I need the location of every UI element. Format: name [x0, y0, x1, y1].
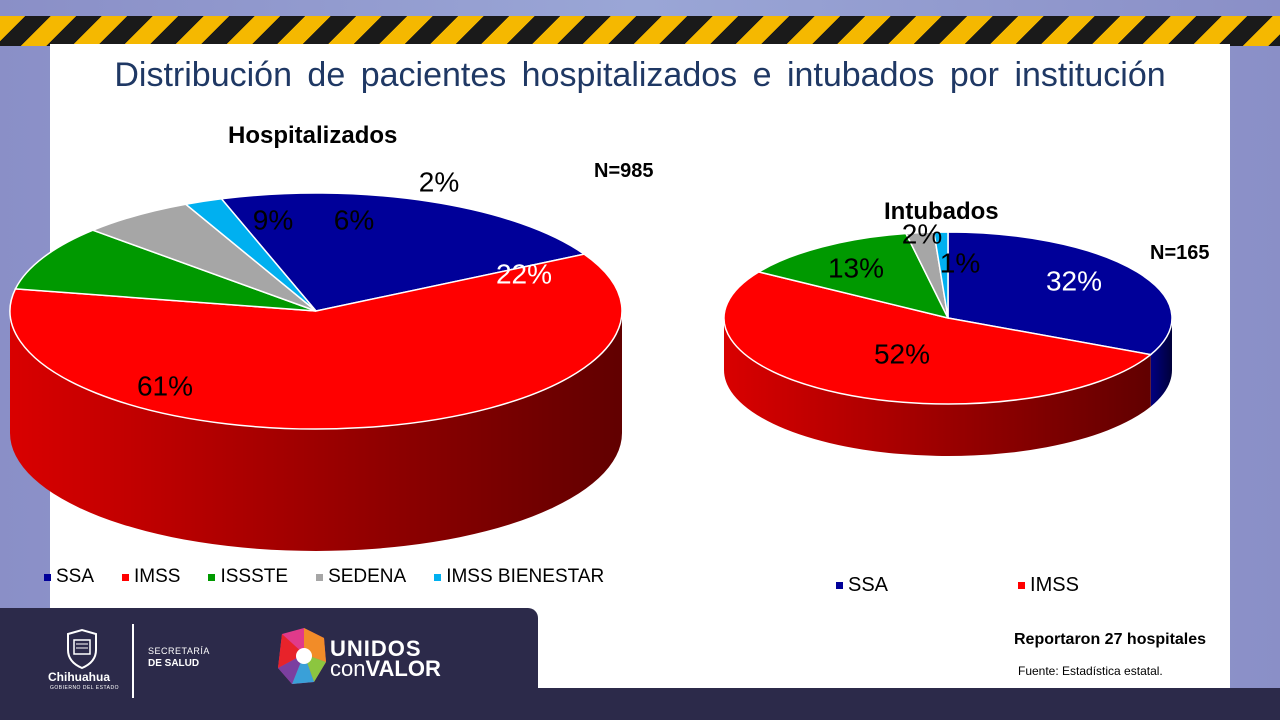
brand-unidos: UNIDOS	[330, 636, 422, 661]
legend-item-imss: IMSS	[1018, 574, 1079, 597]
pie-slice-imss-bienestar	[933, 231, 949, 319]
pie-slice-ssa	[947, 231, 1173, 356]
legend-label: IMSS	[134, 566, 181, 587]
legend-hospitalizados: SSA IMSS ISSSTE SEDENA IMSS BIENESTAR	[44, 566, 604, 588]
pie-side-imss	[724, 318, 1151, 456]
legend-item-imss-bienestar: IMSS BIENESTAR	[434, 566, 604, 588]
legend-swatch	[434, 573, 442, 581]
state-name: Chihuahua	[48, 670, 110, 684]
legend-label: SSA	[56, 566, 95, 587]
chart-title-intubados: Intubados	[884, 198, 999, 225]
chart-title-hospitalizados: Hospitalizados	[228, 122, 398, 149]
data-label-ssa: 32%	[1046, 265, 1102, 296]
legend-swatch	[836, 582, 843, 589]
legend-item-issste: ISSSTE	[208, 566, 288, 588]
legend-item-ssa: SSA	[836, 574, 888, 597]
pie-slice-imss	[723, 271, 1153, 405]
legend-intubados: SSA IMSS	[836, 574, 1079, 597]
state-shield-icon	[67, 628, 97, 670]
slide-title: Distribución de pacientes hospitalizados…	[114, 56, 1166, 94]
data-label-sedena: 2%	[902, 218, 942, 249]
state-subtitle: GOBIERNO DEL ESTADO	[50, 685, 119, 691]
unidos-map-logo-icon	[278, 628, 326, 684]
legend-label: SSA	[848, 574, 889, 596]
pie-side-imss	[10, 311, 622, 551]
brand-con-valor: conVALOR	[330, 656, 441, 682]
pie-slice-issste	[756, 232, 950, 320]
pie-slice-imss-bienestar	[183, 197, 317, 312]
data-label-imss-bienestar: 2%	[419, 166, 459, 197]
logo-divider	[132, 624, 134, 698]
legend-swatch	[44, 573, 51, 581]
pie-slice-imss	[9, 253, 623, 430]
secretaria-line1: SECRETARÍA	[148, 646, 210, 656]
hazard-stripe-bar	[0, 16, 1280, 46]
data-label-issste: 9%	[253, 204, 293, 235]
legend-item-ssa: SSA	[44, 566, 94, 588]
brand-con: con	[330, 656, 366, 681]
n-label-intubados: N=165	[1150, 242, 1210, 264]
legend-label: SEDENA	[328, 566, 407, 587]
data-label-imss: 61%	[137, 370, 193, 401]
legend-swatch	[316, 573, 324, 581]
n-label-hospitalizados: N=985	[594, 160, 654, 182]
data-label-imss: 52%	[874, 338, 930, 369]
legend-swatch	[1018, 582, 1026, 589]
legend-label: ISSSTE	[220, 566, 289, 587]
data-label-ssa: 22%	[496, 258, 552, 289]
legend-item-sedena: SEDENA	[316, 566, 406, 588]
pie-0: 22% 61% 9% 6% 2%	[9, 166, 623, 551]
secretaria-line2: DE SALUD	[148, 658, 200, 669]
reported-hospitals: Reportaron 27 hospitales	[1014, 631, 1207, 648]
pie-slice-issste	[14, 229, 317, 312]
legend-swatch	[122, 573, 130, 581]
data-source: Fuente: Estadística estatal.	[1018, 664, 1163, 678]
pie-side-ssa	[1150, 318, 1172, 407]
brand-valor: VALOR	[365, 656, 441, 681]
legend-item-imss: IMSS	[122, 566, 180, 588]
footer-logo-area: Chihuahua GOBIERNO DEL ESTADO SECRETARÍA…	[0, 608, 538, 720]
legend-label: IMSS	[1030, 574, 1079, 596]
data-label-imss-bienestar: 1%	[940, 247, 980, 278]
pie-slice-ssa	[219, 192, 586, 312]
data-label-sedena: 6%	[334, 204, 374, 235]
legend-swatch	[208, 573, 216, 581]
legend-label: IMSS BIENESTAR	[446, 566, 605, 587]
data-label-issste: 13%	[828, 252, 884, 283]
pie-1: 32% 52% 13% 2%1%	[723, 218, 1173, 456]
